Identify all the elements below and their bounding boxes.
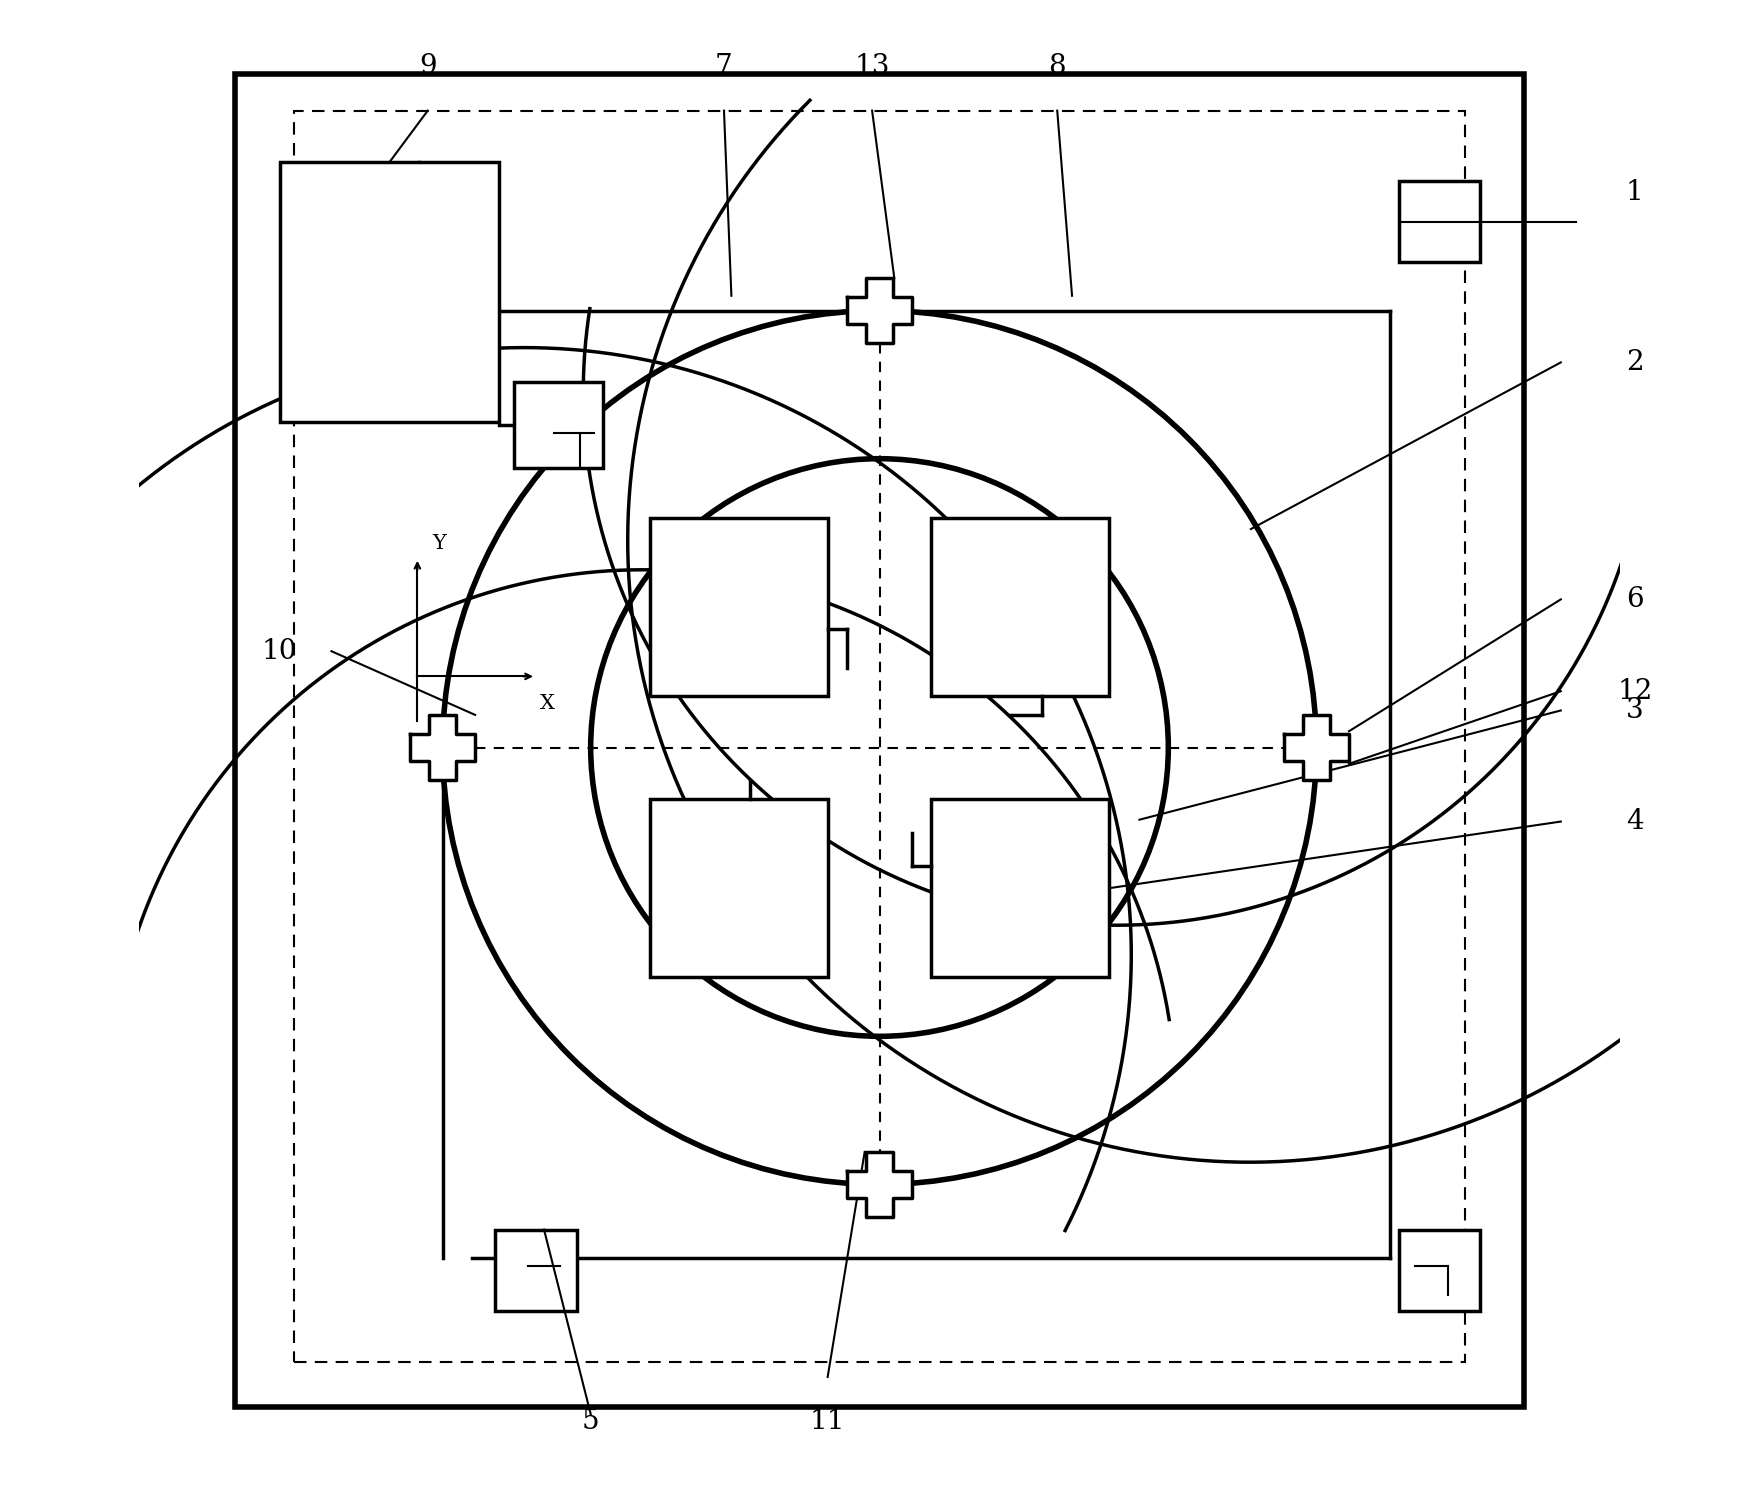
Bar — [1398, 1229, 1479, 1311]
Text: 11: 11 — [809, 1408, 846, 1435]
Polygon shape — [410, 715, 475, 780]
Text: 6: 6 — [1625, 586, 1643, 613]
Bar — [931, 800, 1110, 978]
Bar — [294, 111, 1465, 1362]
Bar — [236, 73, 1523, 1407]
Bar — [494, 1229, 577, 1311]
Text: X: X — [540, 694, 556, 713]
Polygon shape — [846, 278, 913, 344]
Text: 2: 2 — [1625, 348, 1643, 375]
Text: 5: 5 — [582, 1408, 600, 1435]
Text: 12: 12 — [1617, 677, 1652, 704]
Bar — [280, 163, 500, 422]
Bar — [649, 517, 828, 695]
Polygon shape — [1284, 715, 1349, 780]
Polygon shape — [846, 1151, 913, 1217]
Text: 7: 7 — [716, 52, 734, 79]
Text: 8: 8 — [1048, 52, 1066, 79]
Bar — [931, 517, 1110, 695]
Text: 9: 9 — [419, 52, 436, 79]
Text: 13: 13 — [855, 52, 890, 79]
Text: 4: 4 — [1625, 809, 1643, 836]
Text: Y: Y — [433, 535, 447, 553]
Text: 10: 10 — [262, 638, 297, 665]
Bar — [1398, 181, 1479, 263]
Text: 3: 3 — [1625, 697, 1643, 724]
Bar — [649, 800, 828, 978]
Text: 1: 1 — [1625, 178, 1643, 206]
Bar — [514, 381, 603, 468]
